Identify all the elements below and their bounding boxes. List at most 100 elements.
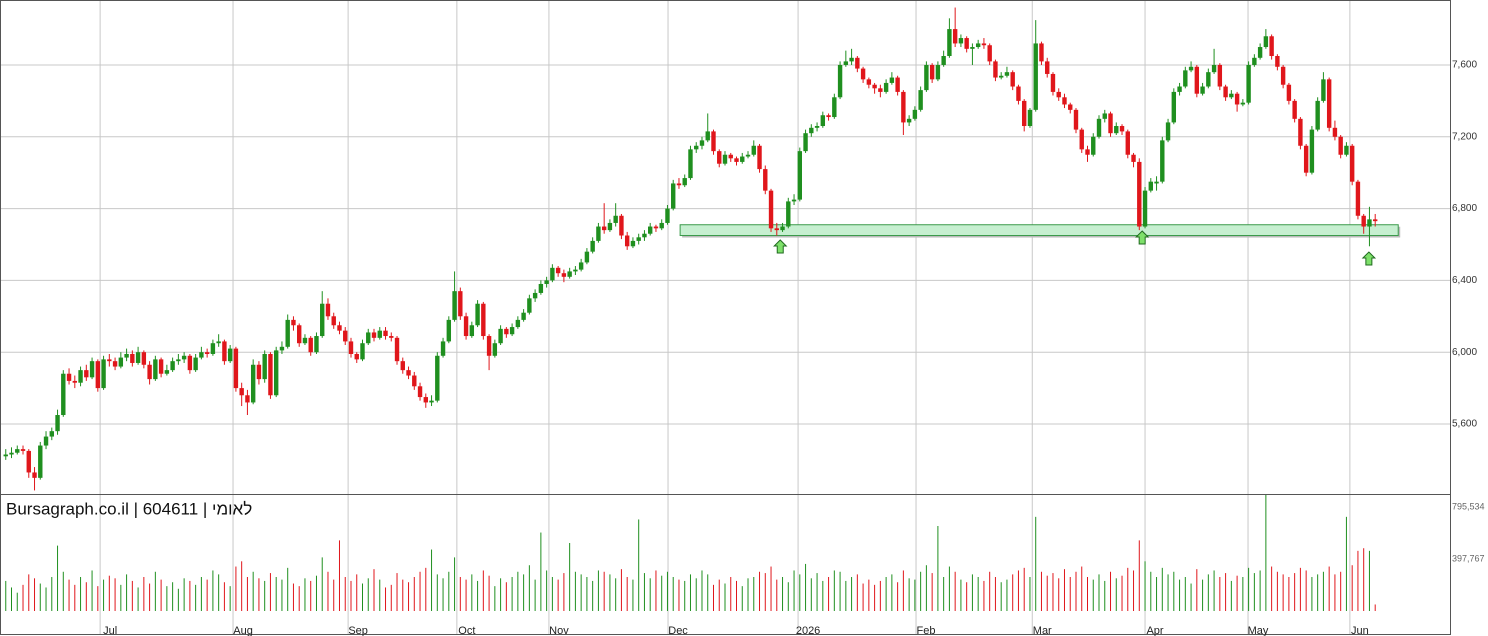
candle-body <box>619 215 624 236</box>
x-tick-label: Dec <box>668 625 688 636</box>
candle-body <box>291 319 296 326</box>
candle-body <box>532 292 538 299</box>
candle-body <box>348 341 354 354</box>
candle-body <box>130 353 135 363</box>
candle-body <box>279 346 285 351</box>
candle-body <box>993 61 998 78</box>
candle-body <box>297 325 302 344</box>
candle-body <box>567 271 572 277</box>
candle-body <box>158 359 164 374</box>
candle-body <box>9 452 14 455</box>
candle-body <box>118 357 124 367</box>
candle-body <box>1275 56 1280 67</box>
candle-body <box>958 38 964 44</box>
candle-body <box>1234 93 1240 105</box>
candle-body <box>135 352 141 363</box>
candle-body <box>1303 145 1309 173</box>
candle-body <box>1315 100 1320 130</box>
candle-body <box>832 97 837 118</box>
candle-body <box>728 154 733 159</box>
candle-body <box>1206 72 1211 87</box>
zone-layer <box>679 224 1401 238</box>
candle-body <box>187 355 193 371</box>
candle-body <box>504 328 509 335</box>
candle-body <box>435 355 440 401</box>
x-tick-label: Feb <box>917 625 936 636</box>
candle-body <box>383 330 388 337</box>
candle-body <box>814 126 820 128</box>
candle-body <box>1309 129 1315 173</box>
x-tick-label: Nov <box>549 625 569 636</box>
candle-body <box>901 91 906 123</box>
y-tick-label: 5,600 <box>1452 419 1477 430</box>
candle-body <box>3 454 8 457</box>
candle-body <box>1183 70 1188 87</box>
candle-body <box>366 332 371 344</box>
candle-body <box>458 291 463 317</box>
y-tick-label: 6,000 <box>1452 347 1477 358</box>
candle-body <box>521 312 526 320</box>
candle-body <box>389 336 394 338</box>
candle-body <box>837 64 843 98</box>
candle-body <box>630 240 636 247</box>
candle-body <box>647 226 653 234</box>
candle-body <box>1326 79 1332 128</box>
arrow <box>1134 230 1150 245</box>
candle-body <box>849 57 854 62</box>
candle-body <box>1361 215 1366 227</box>
candle-body <box>1004 72 1010 76</box>
candle-body <box>538 283 544 293</box>
candle-body <box>1137 161 1142 227</box>
candle-body <box>1108 113 1113 134</box>
candle-body <box>107 359 112 362</box>
candle-body <box>1125 131 1130 155</box>
candle-body <box>308 337 313 353</box>
candle-body <box>987 45 992 62</box>
candle-body <box>998 75 1004 78</box>
candle-body <box>204 352 210 354</box>
candle-body <box>711 131 716 152</box>
candle-body <box>866 79 872 85</box>
candle-body <box>1165 122 1171 141</box>
candle-body <box>653 226 659 229</box>
candle-body <box>1246 64 1251 103</box>
candle-body <box>740 156 745 162</box>
candle-body <box>406 370 411 376</box>
candle-body <box>1142 190 1148 227</box>
y-tick-label: 7,600 <box>1452 60 1477 71</box>
candle-body <box>176 359 181 362</box>
candle-body <box>492 343 498 356</box>
x-tick-label: Jun <box>1351 625 1369 636</box>
candle-body <box>26 450 31 473</box>
candle-body <box>360 343 365 360</box>
candle-body <box>584 251 590 263</box>
candle-body <box>1332 127 1338 137</box>
candle-body <box>1160 140 1165 182</box>
candle-body <box>1217 64 1223 87</box>
candle-body <box>757 145 762 170</box>
volume-tick-label: 397,767 <box>1452 553 1485 563</box>
candle-body <box>1039 43 1044 62</box>
y-tick-label: 6,800 <box>1452 203 1477 214</box>
candle-body <box>84 370 89 378</box>
candle-body <box>417 386 423 398</box>
candle-body <box>429 400 434 403</box>
candle-body <box>1079 129 1084 150</box>
candle-body <box>550 267 555 281</box>
x-tick-label: Sep <box>348 625 368 636</box>
candle-body <box>601 226 607 231</box>
candle-body <box>924 64 929 91</box>
candle-body <box>285 319 290 347</box>
candle-body <box>699 140 705 146</box>
candle-body <box>734 158 739 162</box>
candle-body <box>1016 86 1021 101</box>
candle-body <box>642 233 647 238</box>
candle-body <box>1252 57 1257 65</box>
candle-body <box>423 397 428 403</box>
x-tick-label: May <box>1248 625 1269 636</box>
candle-body <box>245 395 250 403</box>
candle-body <box>1114 126 1119 134</box>
candle-body <box>1091 136 1096 155</box>
watermark: Bursagraph.co.il | 604611 | לאומי <box>6 499 252 518</box>
candle-body <box>682 178 687 186</box>
